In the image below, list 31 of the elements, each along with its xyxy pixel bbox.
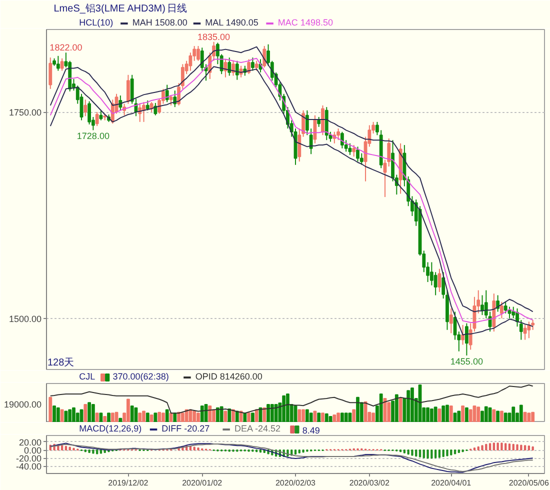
legend-label: MAH 1508.00 [132, 18, 188, 28]
y-tick-label: 1500.00 [8, 314, 42, 324]
x-tick-label: 2020/01/02 [182, 478, 223, 488]
legend-label: MAL 1490.05 [205, 18, 258, 28]
y-tick-label: 20.00 [18, 437, 42, 448]
x-tick-label: 2020/04/01 [431, 478, 472, 488]
x-tick-label: 2020/03/02 [349, 478, 390, 488]
chart-title: LmeS_铝3(LME AHD3M) [54, 4, 166, 14]
y-tick-label: 0.00 [24, 446, 42, 456]
y-tick-label: -20.00 [16, 454, 42, 464]
legend-label: DIFF -20.27 [162, 424, 210, 434]
x-tick-label: 2020/05/06 [508, 478, 550, 488]
legend-label: DEA -24.52 [234, 424, 281, 434]
y-tick-label: 1750.00 [8, 108, 42, 118]
legend-label: 8.49 [302, 426, 320, 436]
annotation: 1728.00 [76, 131, 110, 142]
annotation: 128天 [48, 358, 74, 368]
legend-label: 370.00(62:38) [112, 372, 169, 382]
chart-subtitle: 日线 [166, 2, 187, 14]
y-tick-label: -40.00 [16, 462, 42, 472]
x-tick-label: 2020/02/03 [275, 478, 316, 488]
legend-title: HCL(10) [79, 18, 114, 28]
text: 19000.00 [4, 399, 42, 410]
legend-label: MAC 1498.50 [278, 18, 333, 28]
legend-title: MACD(12,26,9) [79, 424, 142, 434]
x-tick-label: 2019/12/02 [108, 478, 149, 488]
annotation: 1822.00 [50, 42, 82, 53]
legend-label: OPID 814260.00 [195, 372, 262, 382]
annotation: 1455.00 [450, 356, 483, 366]
annotation: 1835.00 [198, 32, 230, 42]
legend-title: CJL [79, 372, 96, 382]
